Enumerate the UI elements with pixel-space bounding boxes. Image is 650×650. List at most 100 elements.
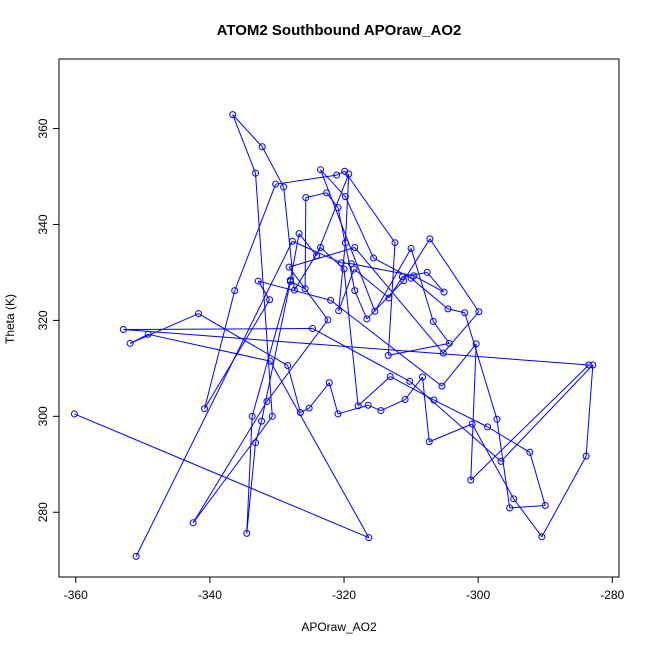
data-point bbox=[506, 504, 514, 512]
series-segment bbox=[300, 407, 310, 413]
data-point bbox=[468, 420, 476, 428]
series-segment bbox=[288, 247, 355, 268]
series-segment bbox=[305, 192, 327, 199]
chart-title: ATOM2 Southbound APOraw_AO2 bbox=[217, 22, 462, 39]
series-segment bbox=[429, 238, 480, 313]
series-segment bbox=[308, 382, 330, 409]
data-point bbox=[341, 239, 349, 247]
data-point bbox=[252, 169, 260, 177]
series-segment bbox=[123, 328, 313, 331]
data-point bbox=[440, 288, 448, 296]
series-segment bbox=[343, 269, 359, 406]
series-segment bbox=[344, 170, 396, 243]
data-point bbox=[254, 277, 262, 285]
data-point bbox=[391, 239, 399, 247]
series-segment bbox=[298, 233, 317, 256]
y-axis-label: Theta (K) bbox=[3, 294, 17, 344]
series-segment bbox=[338, 242, 346, 311]
data-point bbox=[582, 452, 590, 460]
series-segment bbox=[293, 247, 321, 291]
series-segment bbox=[470, 343, 477, 481]
series-segment bbox=[388, 276, 403, 299]
series-segment bbox=[261, 281, 291, 422]
series-segment bbox=[390, 376, 435, 401]
data-point bbox=[70, 410, 78, 418]
series-segment bbox=[413, 275, 445, 293]
series-segment bbox=[232, 114, 263, 148]
series-segment bbox=[246, 416, 253, 534]
series-segment bbox=[251, 279, 291, 417]
series-segment bbox=[354, 290, 368, 320]
data-point bbox=[438, 382, 446, 390]
data-point bbox=[248, 412, 256, 420]
series-segment bbox=[234, 184, 277, 291]
series-segment bbox=[258, 280, 331, 301]
series-segment bbox=[246, 442, 257, 534]
series-segment bbox=[192, 416, 273, 524]
series-segment bbox=[255, 173, 273, 417]
data-point bbox=[585, 361, 593, 369]
series-segment bbox=[283, 187, 295, 291]
series-segment bbox=[374, 248, 412, 312]
series-segment bbox=[471, 423, 515, 500]
data-point bbox=[400, 277, 408, 285]
data-point bbox=[385, 294, 393, 302]
series-segment bbox=[380, 399, 406, 412]
data-point bbox=[268, 412, 276, 420]
series-segment bbox=[410, 277, 449, 310]
data-point bbox=[284, 361, 292, 369]
data-point bbox=[345, 170, 353, 178]
data-point bbox=[439, 349, 447, 357]
data-point bbox=[132, 552, 140, 560]
data-point bbox=[286, 276, 294, 284]
series-segment bbox=[357, 376, 391, 407]
series-segment bbox=[316, 173, 350, 256]
x-tick-label: -320 bbox=[332, 588, 356, 602]
data-point bbox=[258, 417, 266, 425]
data-point bbox=[337, 259, 345, 267]
series-segment bbox=[432, 321, 450, 344]
data-point bbox=[484, 423, 492, 431]
data-point bbox=[365, 534, 373, 542]
data-point bbox=[231, 287, 239, 295]
data-point bbox=[229, 111, 237, 119]
series-segment bbox=[403, 238, 431, 281]
series-segment bbox=[204, 290, 236, 409]
data-point bbox=[272, 180, 280, 188]
data-point bbox=[407, 244, 415, 252]
y-tick-label: 280 bbox=[36, 502, 50, 522]
data-point bbox=[290, 286, 298, 294]
data-point bbox=[335, 307, 343, 315]
data-point bbox=[423, 268, 431, 276]
series-segment bbox=[409, 380, 502, 462]
data-point bbox=[461, 309, 469, 317]
series-segment bbox=[433, 399, 488, 428]
data-point bbox=[305, 404, 313, 412]
series-segment bbox=[255, 420, 263, 443]
data-point bbox=[406, 377, 414, 385]
data-point bbox=[340, 265, 348, 273]
series-segment bbox=[204, 299, 271, 409]
series-points bbox=[70, 111, 597, 560]
series-segment bbox=[129, 313, 199, 344]
data-point bbox=[334, 410, 342, 418]
x-axis-label: APOraw_AO2 bbox=[301, 620, 377, 634]
series-segment bbox=[529, 452, 546, 506]
series-segment bbox=[336, 170, 345, 176]
series-segment bbox=[470, 364, 590, 481]
series-segment bbox=[148, 333, 271, 362]
data-point bbox=[538, 533, 546, 541]
series-segment bbox=[266, 319, 329, 402]
series-segment bbox=[404, 376, 423, 400]
series-segment bbox=[366, 280, 405, 320]
data-point bbox=[341, 193, 349, 201]
series-segment bbox=[328, 382, 339, 415]
data-point bbox=[418, 373, 426, 381]
x-tick-label: -300 bbox=[466, 588, 490, 602]
series-segment bbox=[261, 146, 285, 188]
data-point bbox=[386, 373, 394, 381]
series-segment bbox=[337, 404, 369, 415]
data-point bbox=[119, 326, 127, 334]
data-point bbox=[401, 396, 409, 404]
series-segment bbox=[513, 498, 543, 538]
